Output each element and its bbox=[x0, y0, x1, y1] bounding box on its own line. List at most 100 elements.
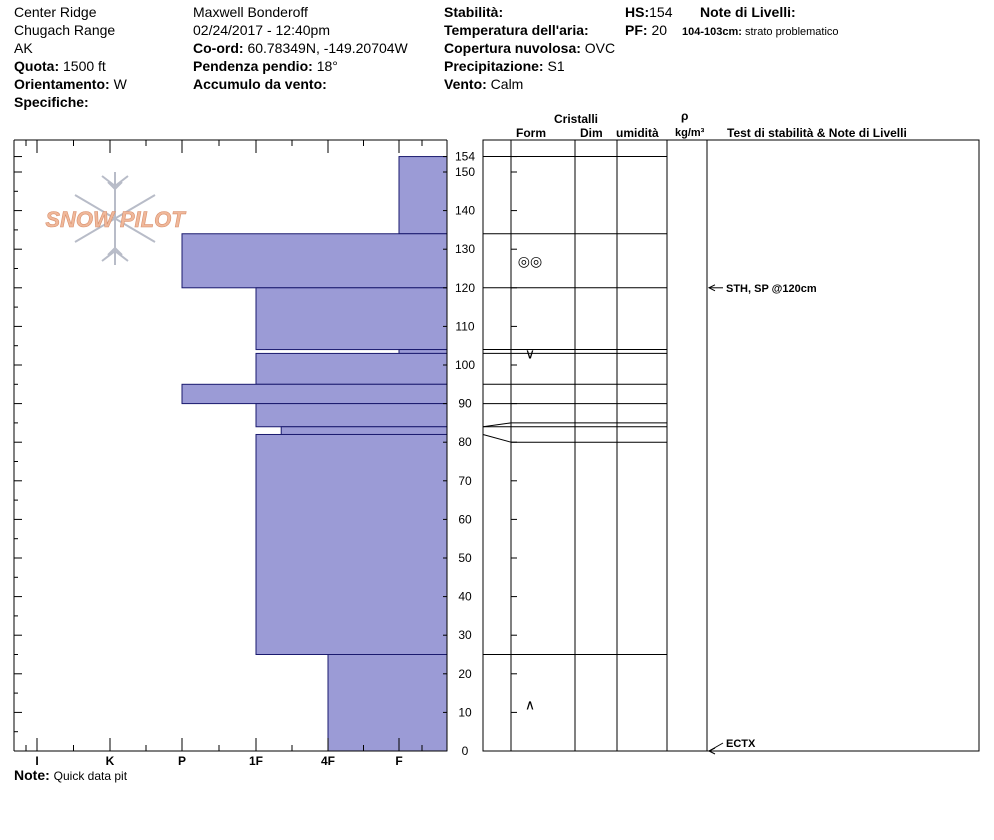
stability-tests: STH, SP @120cm ECTX bbox=[707, 283, 817, 755]
crystal-symbols: ◎◎ ∨ ∧ bbox=[518, 253, 542, 713]
layer-note-row: 104-103cm: strato problematico bbox=[682, 23, 839, 41]
hs-label: HS: bbox=[625, 4, 650, 20]
air-temp-row: Temperatura dell'aria: bbox=[444, 21, 589, 39]
observer: Maxwell Bonderoff bbox=[193, 4, 308, 20]
height-tick-label: 0 bbox=[462, 744, 469, 758]
dim-header: Dim bbox=[580, 126, 603, 140]
note-text: Quick data pit bbox=[53, 769, 128, 783]
elevation-row: Quota: 1500 ft bbox=[14, 57, 106, 75]
crystal-symbol: ∨ bbox=[525, 345, 535, 361]
height-tick-label: 110 bbox=[455, 319, 474, 333]
wind-loading-label: Accumulo da vento: bbox=[193, 76, 327, 92]
test-arrow-icon bbox=[707, 747, 716, 755]
layer-table bbox=[482, 139, 980, 752]
location: Center Ridge bbox=[14, 4, 97, 20]
tests-header: Test di stabilità & Note di Livelli bbox=[727, 126, 907, 140]
boundary-connector bbox=[482, 433, 512, 443]
crystal-symbol: ∧ bbox=[525, 697, 535, 713]
note-row: Note: Quick data pit bbox=[14, 766, 127, 785]
height-tick-label: 90 bbox=[458, 397, 472, 411]
wind-value: Calm bbox=[490, 76, 524, 92]
sky-row: Copertura nuvolosa: OVC bbox=[444, 39, 615, 57]
slope-value: 18° bbox=[316, 58, 338, 74]
hs-value: 154 bbox=[649, 4, 673, 20]
wind-loading-row: Accumulo da vento: bbox=[193, 75, 327, 93]
sky-label: Copertura nuvolosa: bbox=[444, 40, 581, 56]
hardness-tick-label: I bbox=[35, 754, 38, 768]
test-result-label: STH, SP @120cm bbox=[726, 283, 817, 295]
hardness-tick-label: 1F bbox=[249, 754, 263, 768]
height-tick-label: 60 bbox=[458, 512, 472, 526]
form-header: Form bbox=[516, 126, 546, 140]
hardness-bar bbox=[181, 383, 448, 405]
hardness-bar bbox=[280, 426, 448, 435]
moisture-header: umidità bbox=[616, 126, 659, 140]
pf-label: PF: bbox=[625, 22, 648, 38]
aspect-label: Orientamento: bbox=[14, 76, 110, 92]
height-tick-label: 100 bbox=[455, 358, 475, 372]
snowflake-icon bbox=[74, 172, 156, 265]
sky-value: OVC bbox=[584, 40, 616, 56]
hardness-bars bbox=[181, 156, 448, 752]
elevation-value: 1500 ft bbox=[63, 58, 106, 74]
pf-value: 20 bbox=[651, 22, 668, 38]
hardness-bar bbox=[327, 654, 448, 752]
rho-header: ρ bbox=[681, 109, 689, 123]
snowpilot-logo: SNOW PILOT bbox=[45, 172, 187, 265]
test-arrow-icon bbox=[707, 284, 716, 292]
height-tick-label: 154 bbox=[455, 150, 475, 164]
layer-note-depth: 104-103cm: bbox=[682, 26, 742, 38]
datetime: 02/24/2017 - 12:40pm bbox=[193, 22, 330, 38]
logo-text: SNOW PILOT bbox=[45, 207, 186, 232]
height-tick-label: 30 bbox=[458, 628, 472, 642]
aspect-value: W bbox=[113, 76, 127, 92]
height-tick-label: 80 bbox=[458, 435, 472, 449]
crystal-symbol: ◎◎ bbox=[518, 253, 542, 269]
hardness-tick-label: 4F bbox=[321, 754, 335, 768]
hardness-axis: I K P 1F 4F F bbox=[25, 140, 423, 768]
slope-label: Pendenza pendio: bbox=[193, 58, 313, 74]
hardness-bar bbox=[398, 349, 448, 354]
boundary-connector bbox=[482, 422, 512, 428]
pf-row: PF: 20 bbox=[625, 21, 667, 39]
precip-value: S1 bbox=[547, 58, 565, 74]
height-tick-label: 150 bbox=[455, 165, 475, 179]
height-tick-label: 20 bbox=[458, 667, 472, 681]
hardness-plot-frame bbox=[13, 139, 448, 752]
crystals-header: Cristalli bbox=[554, 112, 599, 126]
specifics-row: Specifiche: bbox=[14, 93, 89, 111]
elevation-label: Quota: bbox=[14, 58, 60, 74]
slope-row: Pendenza pendio: 18° bbox=[193, 57, 338, 75]
table-frame bbox=[482, 139, 980, 752]
coord-row: Co-ord: 60.78349N, -149.20704W bbox=[193, 39, 408, 57]
height-tick-label: 10 bbox=[458, 705, 472, 719]
state: AK bbox=[14, 40, 33, 56]
stability-label: Stabilità: bbox=[444, 4, 504, 20]
precip-label: Precipitazione: bbox=[444, 58, 544, 74]
hardness-bar bbox=[181, 233, 448, 289]
height-tick-label: 140 bbox=[455, 204, 475, 218]
layer-notes-row: Note di Livelli: bbox=[700, 3, 796, 21]
coord-value: 60.78349N, -149.20704W bbox=[247, 40, 408, 56]
height-tick-label: 40 bbox=[458, 590, 472, 604]
hs-row: HS:154 bbox=[625, 3, 672, 21]
wind-row: Vento: Calm bbox=[444, 75, 523, 93]
wind-label: Vento: bbox=[444, 76, 487, 92]
density-unit-header: kg/m³ bbox=[675, 127, 705, 139]
hardness-tick-label: P bbox=[178, 754, 186, 768]
layer-note-text: strato problematico bbox=[745, 26, 839, 38]
note-label: Note: bbox=[14, 767, 50, 783]
hardness-tick-label: K bbox=[106, 754, 115, 768]
layer-notes-label: Note di Livelli: bbox=[700, 4, 796, 20]
height-tick-label: 130 bbox=[455, 242, 475, 256]
hardness-bar bbox=[255, 287, 448, 351]
hardness-bar bbox=[398, 156, 448, 235]
specifics-label: Specifiche: bbox=[14, 94, 89, 110]
test-result-label: ECTX bbox=[726, 738, 756, 750]
air-temp-label: Temperatura dell'aria: bbox=[444, 22, 589, 38]
height-tick-label: 120 bbox=[455, 281, 475, 295]
aspect-row: Orientamento: W bbox=[14, 75, 127, 93]
stability-row: Stabilità: bbox=[444, 3, 503, 21]
